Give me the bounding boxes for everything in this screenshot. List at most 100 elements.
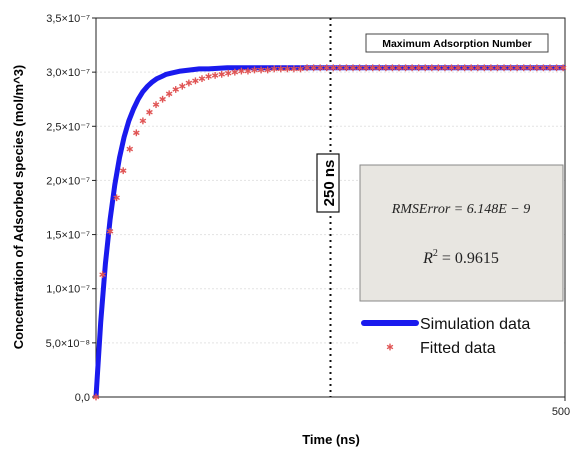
marker-stroke bbox=[513, 65, 521, 71]
fitted-point bbox=[152, 101, 160, 109]
marker-stroke bbox=[369, 65, 377, 71]
fitted-point bbox=[323, 64, 331, 72]
fitted-point bbox=[494, 64, 501, 72]
marker-stroke bbox=[251, 67, 258, 73]
fitted-point bbox=[546, 64, 554, 72]
threshold-label: 250 ns bbox=[316, 153, 340, 213]
marker-stroke bbox=[165, 91, 173, 97]
marker-stroke bbox=[356, 65, 363, 71]
fitted-point bbox=[106, 227, 114, 235]
marker-stroke bbox=[559, 65, 567, 71]
marker-stroke bbox=[415, 65, 422, 71]
marker-stroke bbox=[192, 78, 199, 84]
marker-stroke bbox=[257, 67, 265, 73]
fitted-point bbox=[356, 64, 363, 72]
marker-stroke bbox=[231, 69, 239, 75]
fitted-point bbox=[218, 70, 225, 78]
fitted-point bbox=[500, 64, 508, 72]
marker-stroke bbox=[172, 87, 180, 92]
marker-stroke bbox=[362, 65, 370, 71]
marker-stroke bbox=[106, 229, 114, 234]
fitted-point bbox=[336, 64, 344, 72]
marker-stroke bbox=[507, 65, 514, 71]
fitted-point bbox=[474, 64, 482, 72]
marker-stroke bbox=[238, 68, 245, 74]
marker-stroke bbox=[119, 168, 127, 173]
marker-stroke bbox=[277, 66, 285, 72]
fitted-point bbox=[526, 64, 534, 72]
fitted-point bbox=[146, 108, 153, 116]
fitted-point bbox=[441, 64, 449, 72]
r2-exponent: 2 bbox=[433, 248, 438, 259]
marker-stroke bbox=[290, 66, 298, 72]
stats-box: RMSError = 6.148E − 9 R2 = 0.9615 bbox=[359, 164, 564, 302]
fitted-point bbox=[559, 64, 567, 72]
marker-stroke bbox=[526, 65, 534, 71]
fitted-point bbox=[139, 117, 147, 125]
marker-stroke bbox=[494, 65, 501, 71]
fitted-point bbox=[231, 68, 239, 76]
marker-stroke bbox=[461, 65, 468, 71]
max-adsorption-label: Maximum Adsorption Number bbox=[365, 33, 549, 53]
fitted-point bbox=[435, 64, 442, 72]
marker-stroke bbox=[126, 146, 134, 152]
legend: Simulation data Fitted data bbox=[360, 308, 563, 362]
fitted-point bbox=[244, 67, 252, 75]
marker-stroke bbox=[454, 65, 462, 71]
fitted-point bbox=[113, 194, 120, 202]
legend-background bbox=[360, 308, 563, 362]
fitted-point bbox=[487, 64, 495, 72]
marker-stroke bbox=[375, 65, 383, 71]
fitted-point bbox=[467, 64, 475, 72]
marker-stroke bbox=[520, 65, 528, 71]
marker-stroke bbox=[330, 65, 337, 71]
marker-stroke bbox=[146, 109, 153, 115]
marker-stroke bbox=[316, 65, 324, 71]
marker-stroke bbox=[198, 76, 206, 81]
fitted-point bbox=[290, 65, 298, 73]
marker-stroke bbox=[152, 102, 160, 107]
marker-stroke bbox=[395, 65, 403, 71]
marker-stroke bbox=[500, 65, 508, 71]
marker-stroke bbox=[139, 118, 147, 124]
y-axis-title: Concentration of Adsorbed species (mol/m… bbox=[11, 65, 26, 349]
fitted-point bbox=[553, 64, 560, 72]
marker-stroke bbox=[185, 80, 193, 86]
fitted-point bbox=[448, 64, 455, 72]
fitted-point bbox=[520, 64, 528, 72]
fitted-point bbox=[369, 64, 377, 72]
max-adsorption-box bbox=[365, 33, 549, 53]
fitted-point bbox=[165, 90, 173, 98]
marker-stroke bbox=[179, 83, 186, 89]
marker-stroke bbox=[441, 65, 449, 71]
fitted-point bbox=[428, 64, 436, 72]
marker-stroke bbox=[205, 74, 212, 79]
marker-stroke bbox=[244, 68, 252, 74]
fitted-point bbox=[316, 64, 324, 72]
fitted-point bbox=[277, 65, 285, 73]
fitted-point bbox=[303, 64, 311, 72]
marker-stroke bbox=[264, 67, 271, 73]
marker-stroke bbox=[284, 66, 291, 72]
max-adsorption-text: Maximum Adsorption Number bbox=[382, 38, 532, 50]
legend-fitted-marker bbox=[386, 343, 394, 351]
x-axis-title: Time (ns) bbox=[302, 432, 360, 447]
simulation-series bbox=[93, 65, 565, 398]
fitted-point bbox=[389, 64, 396, 72]
fitted-point bbox=[343, 64, 350, 72]
fitted-point bbox=[185, 79, 193, 87]
fitted-point bbox=[179, 82, 186, 90]
fitted-point bbox=[211, 71, 219, 79]
legend-simulation-label: Simulation data bbox=[420, 316, 530, 333]
marker-stroke bbox=[113, 195, 120, 201]
marker-stroke bbox=[421, 65, 429, 71]
marker-stroke bbox=[435, 65, 442, 71]
fitted-point bbox=[238, 67, 245, 75]
fitted-point bbox=[507, 64, 514, 72]
fitted-point bbox=[99, 271, 106, 279]
fitted-point bbox=[421, 64, 429, 72]
marker-stroke bbox=[92, 394, 100, 400]
simulation-line bbox=[93, 65, 565, 398]
y-tick-label: 1,5×10⁻⁷ bbox=[46, 230, 90, 242]
